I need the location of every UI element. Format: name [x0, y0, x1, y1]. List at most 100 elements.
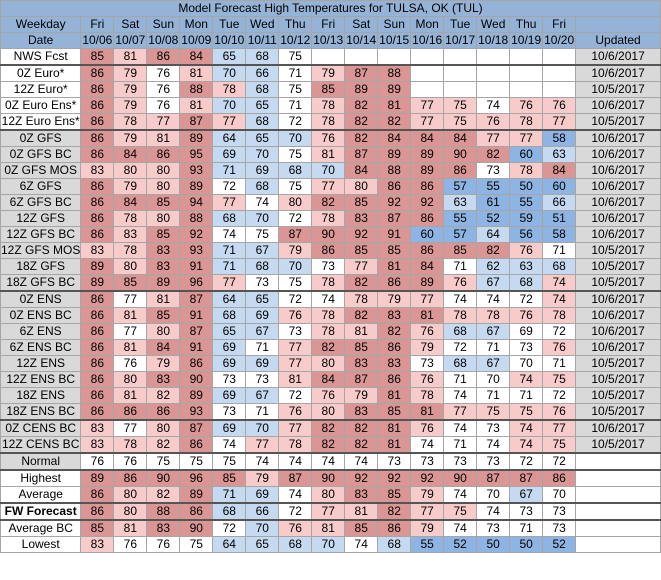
temp-cell: 82	[476, 242, 511, 259]
temp-cell: 83	[377, 307, 412, 324]
temp-cell: 55	[509, 194, 544, 211]
temp-cell: 74	[443, 486, 478, 504]
temp-cell: 75	[278, 146, 313, 163]
date-cell: 10/16	[410, 32, 445, 49]
model-row: 6Z GFS 86 79 80 89 72 68 75 77 80 86 86 57 55 50 60 10/6…	[0, 178, 661, 195]
temp-cell: 89	[377, 146, 412, 163]
temp-cell: 84	[410, 129, 445, 147]
temp-cell: 86	[80, 64, 115, 82]
temp-cell: 67	[476, 355, 511, 372]
temp-cell: 70	[311, 162, 346, 179]
temp-cell: 82	[146, 387, 181, 404]
temp-cell: 70	[278, 258, 313, 275]
temp-cell: 74	[311, 452, 346, 471]
temp-cell: 59	[509, 210, 544, 227]
temp-cell: 80	[146, 323, 181, 340]
temp-cell: 82	[476, 146, 511, 163]
temp-cell: 73	[509, 339, 544, 356]
temp-cell: 75	[245, 226, 280, 243]
forecast-table: Model Forecast High Temperatures for TUL…	[0, 0, 661, 553]
temp-cell: 81	[113, 519, 148, 537]
date-cell: 10/06	[80, 32, 115, 49]
temp-cell: 79	[344, 387, 379, 404]
temp-cell: 78	[311, 274, 346, 292]
temp-cell: 79	[113, 97, 148, 114]
temp-cell: 83	[377, 355, 412, 372]
temp-cell: 58	[542, 129, 577, 147]
temp-cell: 67	[245, 387, 280, 404]
temp-cell: 72	[278, 290, 313, 308]
temp-cell: 96	[179, 469, 214, 487]
temp-cell: 89	[179, 387, 214, 404]
temp-cell: 86	[443, 162, 478, 179]
temp-cell: 65	[245, 290, 280, 308]
temp-cell: 86	[80, 502, 115, 521]
temp-cell: 81	[377, 436, 412, 454]
sheet-title: Model Forecast High Temperatures for TUL…	[0, 0, 661, 17]
temp-cell: 79	[113, 178, 148, 195]
temp-cell	[509, 64, 544, 82]
temp-cell: 77	[410, 113, 445, 131]
temp-cell: 82	[344, 113, 379, 131]
temp-cell: 89	[179, 178, 214, 195]
updated-cell	[575, 519, 661, 537]
temp-cell: 77	[278, 355, 313, 372]
model-row: Average 86 80 82 89 71 69 74 80 83 85 79 74 70 67 70	[0, 486, 661, 504]
temp-cell: 82	[311, 436, 346, 454]
temp-cell: 71	[542, 242, 577, 259]
temp-cell: 94	[179, 194, 214, 211]
temp-cell: 76	[113, 536, 148, 553]
temp-cell: 78	[113, 436, 148, 454]
temp-cell: 76	[542, 339, 577, 356]
temp-cell: 74	[476, 290, 511, 308]
temp-cell: 79	[245, 469, 280, 487]
temp-cell: 77	[212, 113, 247, 131]
temp-cell: 74	[278, 452, 313, 471]
temp-cell: 75	[278, 48, 313, 66]
updated-cell: 10/6/2017	[575, 162, 661, 179]
temp-cell: 83	[80, 536, 115, 553]
row-label: FW Forecast	[0, 502, 82, 521]
temp-cell	[443, 64, 478, 82]
temp-cell: 89	[410, 274, 445, 292]
temp-cell: 89	[377, 81, 412, 98]
temp-cell: 81	[113, 339, 148, 356]
updated-cell: 10/5/2017	[575, 387, 661, 404]
temp-cell: 86	[80, 323, 115, 340]
model-row: 12Z CENS BC 83 78 82 86 74 77 78 82 82 81 74 71 74 74 7…	[0, 436, 661, 454]
temp-cell: 68	[245, 48, 280, 66]
temp-cell: 86	[146, 146, 181, 163]
row-label: 12Z Euro Ens*	[0, 113, 82, 131]
temp-cell: 64	[212, 290, 247, 308]
updated-cell: 10/6/2017	[575, 210, 661, 227]
temp-cell: 77	[344, 258, 379, 275]
temp-cell: 67	[245, 323, 280, 340]
temp-cell: 70	[245, 146, 280, 163]
temp-cell: 84	[179, 48, 214, 66]
model-row: 6Z GFS BC 86 84 85 94 77 74 80 82 85 92 92 63 61 55 66 1…	[0, 194, 661, 211]
temp-cell: 76	[146, 536, 181, 553]
temp-cell: 85	[80, 519, 115, 537]
temp-cell: 82	[344, 307, 379, 324]
date-label: Date	[0, 32, 82, 49]
temp-cell: 73	[245, 371, 280, 388]
temp-cell: 71	[476, 387, 511, 404]
updated-cell: 10/5/2017	[575, 355, 661, 372]
temp-cell: 86	[179, 502, 214, 521]
temp-cell: 75	[542, 436, 577, 454]
temp-cell: 68	[443, 323, 478, 340]
temp-cell	[443, 48, 478, 66]
temp-cell: 80	[311, 486, 346, 504]
model-row: 0Z ENS BC 86 81 85 91 68 69 76 78 82 83 81 78 78 76 78 1…	[0, 307, 661, 324]
temp-cell: 74	[509, 436, 544, 454]
temp-cell: 81	[179, 97, 214, 114]
temp-cell: 86	[410, 242, 445, 259]
temp-cell: 81	[410, 307, 445, 324]
temp-cell: 86	[146, 403, 181, 421]
temp-cell: 74	[476, 97, 511, 114]
model-row: 6Z ENS BC 86 81 84 91 69 71 77 82 85 86 79 72 71 73 76 1…	[0, 339, 661, 356]
temp-cell: 62	[476, 258, 511, 275]
model-row: 0Z GFS MOS 83 80 80 93 71 69 68 70 84 88 89 86 73 78 84…	[0, 162, 661, 179]
temp-cell: 76	[146, 64, 181, 82]
temp-cell: 75	[212, 452, 247, 471]
